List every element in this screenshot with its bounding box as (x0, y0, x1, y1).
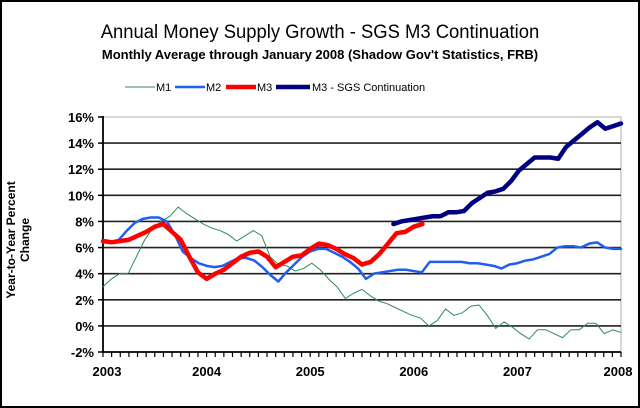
x-tick-label: 2003 (93, 364, 122, 379)
series-lines (100, 119, 624, 340)
y-tick-label: 8% (75, 214, 94, 229)
legend: M1 M2 M3 M3 - SGS Continuation (125, 82, 425, 94)
series-m2 (101, 216, 623, 283)
y-tick-label: 10% (68, 188, 94, 203)
x-tick-label: 2007 (503, 364, 532, 379)
chart-title: Annual Money Supply Growth - SGS M3 Cont… (100, 22, 540, 43)
y-tick-label: 2% (75, 293, 94, 308)
gridlines (102, 116, 622, 353)
x-tick-labels: 2003 2004 2005 2006 2007 2008 (93, 364, 633, 379)
chart-subtitle: Monthly Average through January 2008 (Sh… (101, 47, 539, 62)
legend-label: M3 - SGS Continuation (312, 82, 425, 94)
series-m1 (102, 206, 622, 340)
x-tick-label: 2005 (296, 364, 325, 379)
x-tick-label: 2006 (399, 364, 428, 379)
legend-label: M1 (156, 82, 171, 94)
x-tick-label: 2004 (192, 364, 222, 379)
axes (98, 116, 622, 357)
y-tick-label: 0% (75, 319, 94, 334)
y-tick-label: 14% (68, 136, 94, 151)
y-tick-label: 16% (68, 110, 94, 125)
y-tick-label: 4% (75, 267, 94, 282)
plot-area (102, 116, 622, 353)
series-m3-sgs-continuation (391, 119, 624, 227)
legend-label: M2 (206, 82, 221, 94)
legend-label: M3 (257, 82, 272, 94)
y-tick-labels: -2% 0% 2% 4% 6% 8% 10% 12% 14% 16% (68, 110, 94, 360)
y-tick-label: 12% (68, 162, 94, 177)
series-m3 (100, 221, 425, 282)
y-tick-label: -2% (71, 345, 95, 360)
y-tick-label: 6% (75, 241, 94, 256)
x-tick-label: 2008 (604, 364, 633, 379)
